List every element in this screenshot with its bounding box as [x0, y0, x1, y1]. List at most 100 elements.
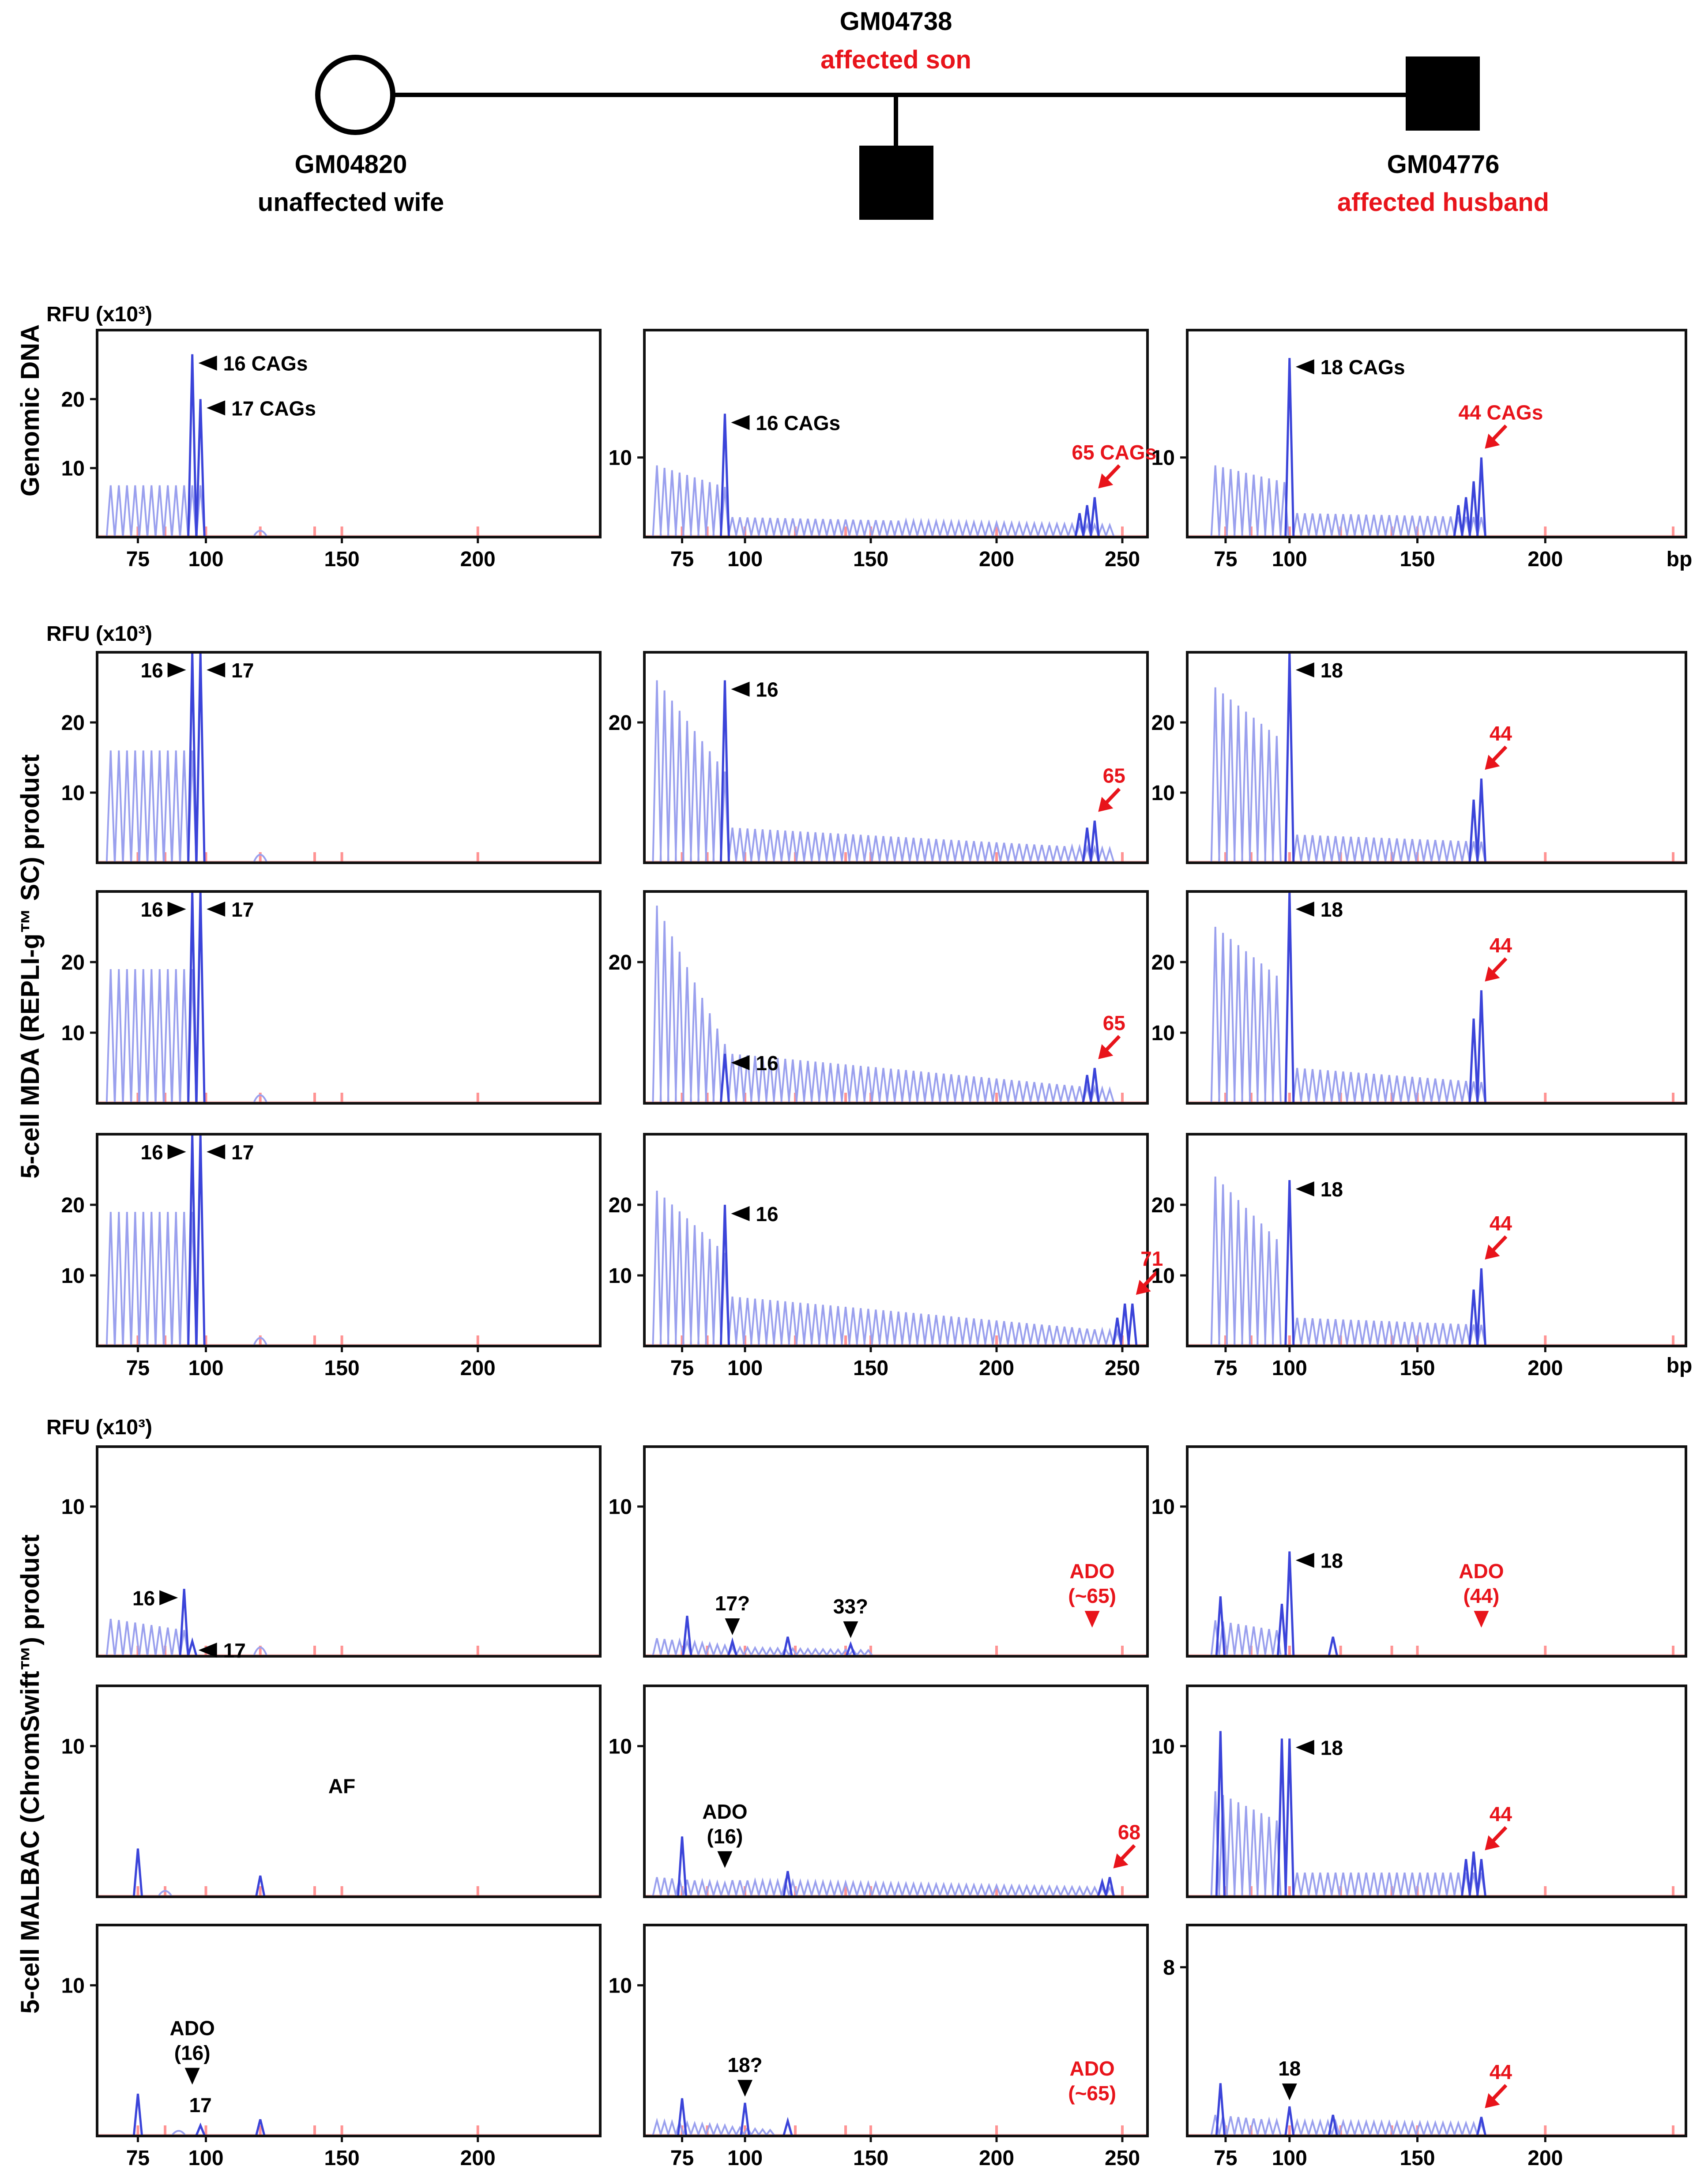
trace-peak [750, 517, 760, 537]
trace-peak [1279, 482, 1290, 537]
ladder-mark [259, 1646, 262, 1655]
ladder-mark [340, 1646, 343, 1655]
x-tick-label: 75 [670, 548, 694, 571]
trace-peak [878, 1880, 888, 1896]
trace-peak [1315, 1318, 1325, 1346]
annotation-arrow [1113, 1853, 1129, 1869]
trace-peak [1354, 2119, 1364, 2136]
trace-peak [1264, 1629, 1274, 1656]
x-tick-label: 200 [1527, 1357, 1563, 1380]
trace-peak [1377, 1321, 1387, 1346]
trace-peak [976, 1077, 986, 1103]
wife-id: GM04820 [295, 150, 407, 179]
ladder-mark [136, 1886, 139, 1896]
x-tick-label: 100 [1272, 548, 1307, 571]
trace-peak [750, 1646, 760, 1656]
x-tick-label: 100 [188, 548, 223, 571]
trace-peak [1226, 1622, 1236, 1656]
ladder-mark [313, 526, 316, 536]
trace-peak [893, 837, 903, 862]
trace-peak [742, 1055, 752, 1103]
x-tick-label: 100 [727, 1357, 763, 1380]
trace-peak [1052, 846, 1062, 862]
trace-peak [1307, 513, 1317, 537]
trace-peak [908, 517, 918, 537]
trace-peak [1097, 845, 1107, 862]
ladder-mark [259, 1886, 262, 1896]
trace-peak [833, 1306, 843, 1346]
trace-peak [659, 1197, 670, 1346]
trace-peak [1438, 1873, 1448, 1896]
trace-peak [1241, 1806, 1251, 1896]
annotation-label: 68 [1118, 1821, 1140, 1844]
x-tick-label: 150 [1400, 2147, 1435, 2170]
trace-peak [1022, 1884, 1032, 1896]
trace-peak [1400, 515, 1410, 537]
trace-peak [1052, 521, 1062, 537]
trace-peak [1226, 699, 1236, 862]
trace-peak [105, 485, 116, 537]
x-tick-label: 100 [188, 1357, 223, 1380]
trace-peak [803, 1303, 813, 1346]
trace-peak [1331, 1319, 1341, 1346]
annotation-label: 44 [1490, 2061, 1512, 2083]
trace-peak [757, 829, 767, 862]
annotation-label: 16 CAGs [756, 411, 840, 434]
x-tick-label: 100 [188, 2147, 223, 2170]
trace-peak [886, 520, 896, 537]
y-unit-label: RFU (x10³) [46, 1416, 152, 1439]
trace-peak [1215, 2083, 1226, 2136]
ladder-mark [1544, 1335, 1547, 1345]
x-tick-label: 200 [460, 1357, 496, 1380]
annotation-label: 17 [231, 898, 254, 921]
trace-peak [1292, 513, 1302, 537]
trace-peak [901, 1070, 911, 1103]
y-tick-label: 10 [1151, 1264, 1175, 1288]
trace-peak [720, 1880, 730, 1896]
trace-peak [841, 1879, 850, 1896]
trace-peak [810, 1061, 820, 1103]
trace-peak [795, 1302, 805, 1346]
ladder-mark [1339, 1646, 1342, 1655]
trace-peak [674, 1637, 685, 1656]
trace-peak [674, 1211, 685, 1346]
trace-peak [931, 1072, 941, 1103]
x-tick-label: 150 [324, 2147, 360, 2170]
trace-peak [652, 1190, 662, 1346]
y-tick-label: 20 [1151, 1194, 1175, 1217]
ladder-mark [1288, 2125, 1291, 2135]
trace-peak [1007, 843, 1017, 862]
ladder-mark [204, 852, 207, 862]
trace-peak [1067, 1085, 1077, 1103]
annotation-label: (16) [174, 2042, 211, 2064]
trace-peak [652, 465, 662, 537]
trace-peak [780, 1301, 790, 1346]
trace-peak [976, 841, 986, 862]
trace-peak [1052, 1884, 1062, 1896]
trace-peak [846, 1641, 856, 1656]
trace-peak [1384, 515, 1394, 537]
ladder-mark [844, 526, 847, 536]
electropherogram-panels: 10 20 75 100 150 200 16 CAGs 17 CAGs 10 75 100 150 2… [61, 329, 1687, 2170]
trace-peak [1292, 2118, 1302, 2136]
trace-peak [946, 839, 956, 862]
trace-peak [114, 969, 124, 1103]
trace-peak [1272, 480, 1282, 537]
trace-peak [1461, 2120, 1471, 2136]
panel-5: 20 16 65 [609, 651, 1149, 864]
trace-peak [171, 1211, 181, 1346]
panel-12: 10 20 75 100 150 200 18 44 [1151, 1133, 1687, 1380]
trace-peak [1445, 840, 1456, 862]
trace-peak [795, 1060, 805, 1103]
panel-2: 10 75 100 150 200 250 16 CAGs 65 CAGs [609, 329, 1156, 571]
trace-peak [931, 839, 941, 862]
trace-peak [727, 1880, 737, 1896]
trace-peak [1453, 840, 1463, 862]
trace-peak [878, 1310, 888, 1346]
y-tick-label: 20 [1151, 711, 1175, 735]
trace-peak [780, 518, 790, 537]
trace-peak [1328, 2114, 1338, 2136]
y-tick-label: 20 [61, 388, 85, 411]
panel-9: 10 20 18 44 [1151, 890, 1687, 1105]
trace-peak [856, 1648, 865, 1656]
